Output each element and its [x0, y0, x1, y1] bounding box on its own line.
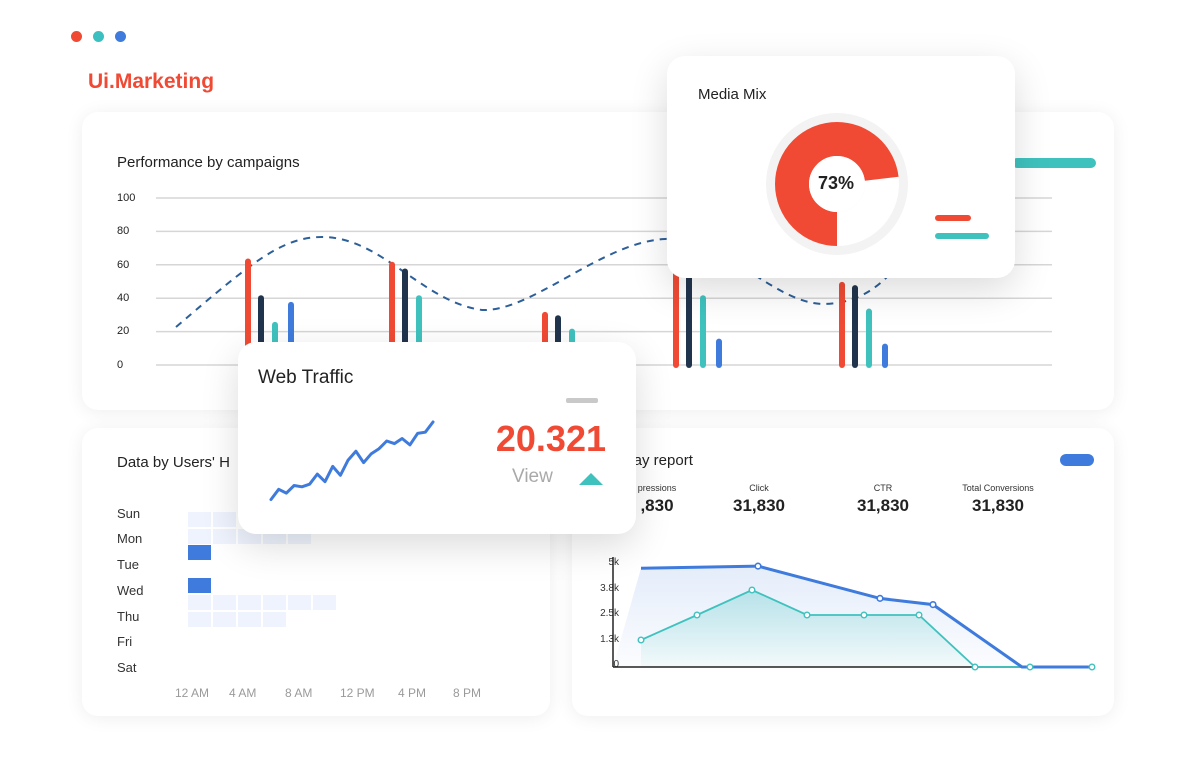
series-point	[876, 594, 884, 602]
heatmap-cell-active	[188, 578, 211, 593]
window-dot-blue[interactable]	[115, 31, 126, 42]
performance-title: Performance by campaigns	[117, 154, 300, 171]
media-mix-title: Media Mix	[698, 86, 767, 103]
traffic-line	[269, 420, 435, 501]
day-label-mon: Mon	[117, 531, 143, 546]
heatmap-cell	[263, 595, 286, 610]
y-tick-40: 40	[117, 292, 130, 304]
heatmap-cell-active	[188, 545, 211, 560]
web-traffic-value: 20.321	[495, 418, 606, 459]
series-point	[915, 611, 923, 619]
web-traffic-sublabel: View	[512, 466, 553, 487]
series-point	[693, 611, 701, 619]
metric-label-impressions: pressions	[637, 483, 677, 493]
web-traffic-sparkline	[269, 420, 435, 501]
series-point	[803, 611, 811, 619]
metric-value-impressions: ,830	[640, 496, 674, 515]
display-report-chart	[612, 557, 1096, 671]
series-point	[971, 663, 979, 671]
media-mix-percent: 73%	[817, 173, 855, 193]
day-label-thu: Thu	[117, 609, 140, 624]
display-report-title: play report	[622, 452, 693, 469]
heatmap-cell	[238, 595, 261, 610]
metric-value-click: 31,830	[733, 496, 785, 515]
y-tick-20: 20	[117, 325, 130, 337]
heatmap-cell	[313, 595, 336, 610]
heatmap-cell	[288, 595, 311, 610]
web-traffic-title: Web Traffic	[258, 367, 354, 388]
series-point	[1026, 663, 1034, 671]
y-tick-60: 60	[117, 259, 130, 271]
series-point	[860, 611, 868, 619]
area-y-tick: 3.8k	[600, 583, 619, 594]
area-y-tick: 1.3k	[600, 634, 619, 645]
trend-up-icon	[579, 473, 603, 485]
metric-value-ctr: 31,830	[857, 496, 909, 515]
web-traffic-menu-icon[interactable]	[566, 398, 598, 403]
hour-label: 12 PM	[340, 686, 375, 700]
display-report-card: play report pressions ,830 Click 31,830 …	[572, 428, 1114, 716]
y-tick-100: 100	[117, 192, 136, 204]
media-mix-donut	[766, 113, 908, 255]
metric-value-conversions: 31,830	[972, 496, 1024, 515]
hour-label: 8 AM	[285, 686, 313, 700]
heatmap-cell	[213, 595, 236, 610]
series-point	[929, 601, 937, 609]
donut-hole	[809, 156, 865, 212]
hour-label: 4 AM	[229, 686, 257, 700]
day-label-fri: Fri	[117, 634, 133, 649]
brand-logo-text: Ui.Marketing	[88, 70, 215, 93]
heatmap-cell	[213, 612, 236, 627]
day-label-sun: Sun	[117, 506, 141, 521]
series-point	[637, 636, 645, 644]
area-fill-secondary	[641, 590, 1094, 667]
metric-label-click: Click	[749, 483, 769, 493]
media-mix-card: Media Mix 73%	[667, 56, 1015, 278]
day-label-tue: Tue	[117, 557, 139, 572]
heatmap-cell	[188, 595, 211, 610]
y-tick-0: 0	[117, 359, 124, 371]
day-label-wed: Wed	[117, 583, 144, 598]
metric-label-conversions: Total Conversions	[962, 483, 1034, 493]
hour-label: 4 PM	[398, 686, 427, 700]
users-heatmap-title: Data by Users' H	[117, 454, 230, 471]
series-point	[1088, 663, 1096, 671]
donut-slice	[775, 122, 899, 246]
heatmap-cell	[188, 612, 211, 627]
day-label-sat: Sat	[117, 660, 137, 675]
window-dot-teal[interactable]	[93, 31, 104, 42]
area-y-tick: 2.5k	[600, 608, 619, 619]
heatmap-cell	[188, 529, 211, 544]
media-mix-legend-red	[935, 215, 971, 221]
heatmap-cell	[263, 612, 286, 627]
series-point	[754, 562, 762, 570]
heatmap-cell	[188, 512, 211, 527]
hour-label: 8 PM	[453, 686, 482, 700]
metric-label-ctr: CTR	[873, 483, 893, 493]
hour-label: 12 AM	[175, 686, 210, 700]
performance-legend-teal	[1012, 158, 1096, 168]
trend-line	[175, 235, 893, 328]
heatmap-cell	[213, 512, 236, 527]
display-report-toggle[interactable]	[1060, 454, 1094, 466]
media-mix-legend-teal	[935, 233, 989, 239]
web-traffic-card: Web Traffic 20.321 View	[238, 342, 636, 534]
heatmap-cell	[238, 612, 261, 627]
window-dot-red[interactable]	[71, 31, 82, 42]
y-tick-80: 80	[117, 225, 130, 237]
heatmap-cell	[213, 529, 236, 544]
series-point	[748, 586, 756, 594]
